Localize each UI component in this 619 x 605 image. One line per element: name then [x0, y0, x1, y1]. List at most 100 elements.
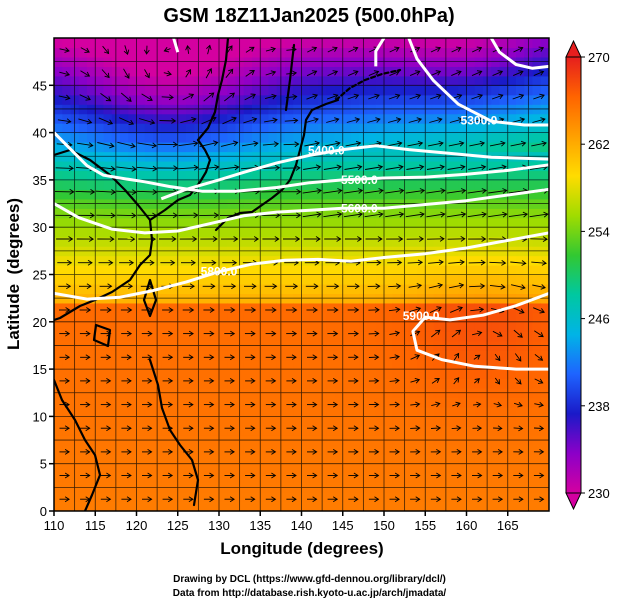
- wind-vector-head: [213, 212, 220, 219]
- field-cell: [62, 492, 72, 503]
- x-tick-label: 160: [456, 518, 478, 533]
- field-cell: [540, 132, 549, 143]
- field-cell: [186, 179, 195, 190]
- wind-vector-head: [206, 68, 212, 74]
- wind-vector-head: [271, 496, 277, 503]
- contour-label: 5900.0: [403, 309, 440, 323]
- field-cell: [285, 312, 294, 323]
- wind-vector: [534, 330, 544, 337]
- wind-vector: [488, 213, 507, 218]
- wind-vector-head: [399, 188, 405, 194]
- field-cell: [169, 416, 179, 427]
- field-cell: [334, 492, 344, 503]
- field-cell: [309, 38, 319, 49]
- field-cell: [540, 302, 549, 313]
- field-cell: [507, 406, 517, 417]
- field-cell: [252, 170, 261, 181]
- field-cell: [169, 75, 179, 86]
- field-cell: [532, 501, 542, 511]
- field-cell: [491, 378, 501, 389]
- field-cell: [507, 47, 517, 58]
- field-cell: [136, 425, 146, 436]
- wind-vector-head: [212, 236, 218, 242]
- wind-vector-head: [152, 189, 158, 195]
- field-cell: [78, 179, 88, 190]
- wind-vector: [387, 118, 401, 123]
- wind-vector-head: [539, 449, 545, 455]
- field-cell: [540, 179, 549, 190]
- field-cell: [367, 179, 377, 190]
- field-cell: [309, 321, 319, 332]
- field-cell: [532, 113, 542, 124]
- field-cell: [87, 473, 96, 484]
- x-tick-label: 120: [126, 518, 148, 533]
- field-cell: [375, 350, 385, 361]
- field-cell: [95, 463, 105, 474]
- field-cell: [285, 113, 294, 124]
- field-cell: [260, 189, 270, 200]
- field-cell: [210, 255, 220, 266]
- field-cell: [516, 255, 525, 266]
- field-cell: [62, 444, 72, 455]
- field-cell: [260, 331, 270, 342]
- field-cell: [540, 123, 549, 134]
- field-cell: [375, 321, 385, 332]
- wind-vector-head: [456, 449, 462, 455]
- wind-vector-head: [354, 117, 361, 123]
- wind-vector: [102, 45, 109, 54]
- field-cell: [144, 85, 154, 96]
- field-cell: [120, 359, 129, 370]
- field-cell: [507, 132, 517, 143]
- field-cell: [507, 463, 517, 474]
- field-cell: [103, 425, 113, 436]
- field-cell: [491, 170, 501, 181]
- field-cell: [474, 454, 484, 465]
- field-cell: [268, 444, 278, 455]
- field-cell: [433, 85, 443, 96]
- field-cell: [384, 492, 393, 503]
- field-cell: [540, 312, 549, 323]
- field-cell: [202, 350, 212, 361]
- wind-vector-head: [230, 307, 236, 313]
- field-cell: [532, 425, 542, 436]
- field-cell: [268, 359, 278, 370]
- field-cell: [499, 132, 509, 143]
- field-cell: [177, 94, 187, 105]
- field-cell: [128, 85, 138, 96]
- field-cell: [351, 123, 360, 134]
- wind-vector-head: [438, 140, 444, 147]
- field-cell: [417, 321, 426, 332]
- wind-vector-head: [173, 165, 179, 171]
- field-cell: [227, 312, 237, 323]
- wind-vector: [468, 166, 486, 170]
- wind-vector: [261, 167, 280, 169]
- field-cell: [458, 113, 468, 124]
- field-cell: [54, 397, 63, 408]
- wind-vector: [472, 47, 482, 53]
- field-cell: [177, 179, 187, 190]
- field-cell: [161, 75, 171, 86]
- field-cell: [392, 227, 402, 238]
- field-cell: [120, 85, 129, 96]
- field-cell: [161, 189, 171, 200]
- field-cell: [384, 416, 393, 427]
- field-cell: [177, 359, 187, 370]
- field-cell: [293, 236, 303, 247]
- field-cell: [375, 94, 385, 105]
- field-cell: [301, 359, 311, 370]
- field-cell: [466, 227, 476, 238]
- field-cell: [507, 160, 517, 172]
- wind-vector-head: [394, 70, 400, 76]
- wind-vector-head: [233, 236, 239, 242]
- field-cell: [62, 132, 72, 143]
- field-cell: [532, 350, 542, 361]
- wind-vector-head: [479, 140, 486, 147]
- field-cell: [144, 47, 154, 58]
- field-cell: [252, 255, 261, 266]
- field-cell: [268, 227, 278, 238]
- field-cell: [499, 94, 509, 105]
- field-cell: [450, 142, 459, 153]
- field-cell: [161, 94, 171, 105]
- field-cell: [95, 75, 105, 86]
- wind-vector-head: [131, 189, 138, 195]
